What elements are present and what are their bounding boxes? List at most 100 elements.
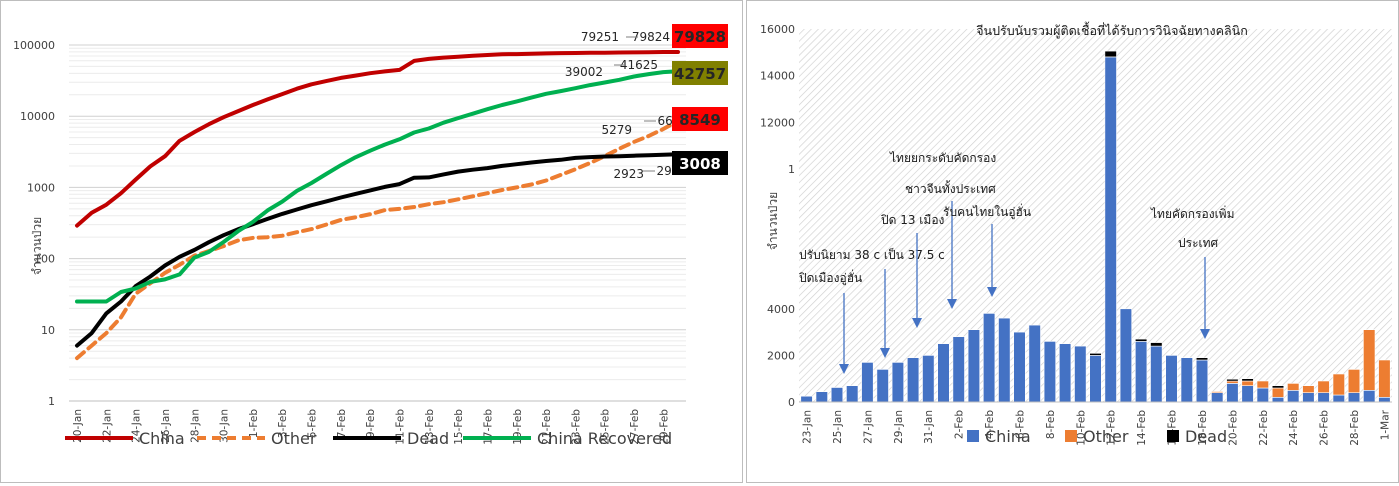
- bar-china: [1347, 392, 1361, 403]
- annotation-text: ปิดเมืองอู่ฮั่น: [798, 269, 862, 286]
- bar-china: [937, 343, 950, 403]
- y-axis-label: จำนวนป่วย: [30, 217, 44, 275]
- bar-other: [1287, 383, 1300, 391]
- bar-china: [1013, 331, 1026, 403]
- data-label-box-text: 3008: [679, 155, 721, 173]
- bar-china: [1256, 387, 1269, 403]
- x-tick-label: 27-Jan: [862, 410, 874, 444]
- y-tick-label: 1: [48, 395, 55, 408]
- bar-other: [1363, 329, 1376, 391]
- data-label-box-text: 42757: [674, 65, 726, 83]
- bar-china: [1317, 392, 1330, 403]
- chart-title: จีนปรับนับรวมผู้ติดเชื้อที่ได้รับการวินิ…: [976, 21, 1248, 39]
- bar-china: [983, 313, 996, 403]
- x-tick-label: 3-Feb: [277, 409, 289, 438]
- y-tick-label: 100: [34, 253, 55, 266]
- legend-label: Dead: [407, 429, 449, 448]
- bar-china: [1195, 359, 1209, 403]
- y-tick-label: 1: [788, 163, 795, 176]
- data-label: 39002: [565, 65, 603, 79]
- x-tick-label: 20-Feb: [1227, 410, 1239, 446]
- bar-other: [1317, 380, 1330, 393]
- bar-china: [846, 385, 859, 403]
- series-line-dead: [75, 152, 680, 348]
- bar-china: [861, 362, 874, 403]
- bar-china: [967, 329, 981, 403]
- legend-label: China: [985, 427, 1031, 446]
- bar-other: [1347, 369, 1361, 393]
- x-tick-label: 22-Feb: [1258, 410, 1270, 446]
- bar-china: [1165, 355, 1178, 403]
- x-tick-label: 25-Jan: [832, 410, 844, 444]
- bar-china: [1150, 345, 1163, 403]
- data-label-box-text: 79828: [674, 28, 726, 46]
- bar-china: [800, 395, 813, 403]
- annotation-text: รับคนไทยในอู่ฮั่น: [943, 203, 1031, 220]
- bar-other: [1211, 391, 1224, 394]
- x-tick-label: 12-Feb: [1106, 410, 1118, 446]
- x-tick-label: 26-Feb: [1319, 410, 1331, 446]
- x-tick-label: 29-Feb: [658, 409, 670, 445]
- data-label-box: [672, 151, 728, 175]
- data-label-box: [672, 107, 728, 131]
- series-line-china: [75, 50, 680, 228]
- y-tick-label: 10: [41, 324, 55, 337]
- x-tick-label: 1-Feb: [248, 409, 260, 438]
- annotation-arrowhead: [839, 364, 849, 374]
- data-label-box: [672, 24, 728, 48]
- data-label-box-text: 8549: [679, 111, 721, 129]
- x-tick-label: 30-Jan: [219, 409, 231, 443]
- bar-china: [1302, 392, 1315, 403]
- bar-dead: [1241, 378, 1254, 382]
- bar-china: [907, 357, 920, 403]
- right-chart-panel: 0 2000 4000 1 12000 14000 16000 จำนวนป่วย 23-Jan…: [746, 0, 1399, 483]
- series-line-china-recovered: [75, 69, 680, 304]
- bar-other: [1241, 380, 1254, 386]
- legend-label: China: [139, 429, 185, 448]
- x-tick-label: 11-Feb: [394, 409, 406, 445]
- bar-other: [1256, 380, 1269, 389]
- x-tick-label: 29-Jan: [893, 410, 905, 444]
- x-tick-label: 21-Feb: [541, 409, 553, 445]
- bar-dead: [1104, 50, 1117, 58]
- bar-other: [1332, 373, 1345, 396]
- legend-swatch: [1065, 430, 1077, 442]
- x-tick-label: 28-Jan: [189, 409, 201, 443]
- y-tick-label: 10000: [20, 110, 55, 123]
- x-tick-label: 10-Feb: [1075, 410, 1087, 446]
- bar-other: [1378, 359, 1391, 398]
- bar-china: [998, 317, 1011, 403]
- data-label: 79251: [581, 30, 619, 44]
- x-tick-label: 23-Feb: [570, 409, 582, 445]
- bar-china: [1028, 324, 1041, 403]
- y-tick-label: 100000: [13, 39, 55, 52]
- annotation-text: ชาวจีนทั้งประเทศ: [905, 180, 996, 196]
- x-tick-label: 17-Feb: [482, 409, 494, 445]
- data-label: 79824: [632, 30, 670, 44]
- bar-china: [1332, 394, 1345, 403]
- bar-china: [815, 391, 828, 403]
- legend-label: Other: [1083, 427, 1129, 446]
- data-label: 2923: [613, 167, 644, 181]
- x-tick-label: 31-Jan: [923, 410, 935, 444]
- x-tick-label: 26-Jan: [160, 409, 172, 443]
- bar-china: [1226, 383, 1239, 403]
- legend-swatch: [1167, 430, 1179, 442]
- bar-china: [1271, 396, 1285, 403]
- annotation-text: ไทยคัดกรองเพิ่ม: [1150, 205, 1235, 221]
- left-chart-panel: 1 10 100 1000 10000 100000 20-Jan 22-Jan 24-Jan 2…: [0, 0, 743, 483]
- bar-dead: [1089, 352, 1102, 356]
- y-tick-label: 16000: [760, 23, 795, 36]
- annotation-text: ปรับนิยาม 38 c เป็น 37.5 c: [799, 247, 945, 262]
- annotation-arrowhead: [912, 318, 922, 328]
- bar-dead: [1271, 385, 1285, 389]
- x-tick-label: 24-Jan: [131, 409, 143, 443]
- annotation-arrowhead: [880, 348, 890, 358]
- bar-china: [1104, 56, 1117, 403]
- bar-china: [1363, 389, 1376, 403]
- bar-other: [1271, 387, 1285, 398]
- bar-china: [952, 336, 965, 403]
- annotation-arrowhead: [987, 287, 997, 297]
- x-tick-label: 8-Feb: [1045, 410, 1057, 439]
- bar-china: [1134, 341, 1148, 403]
